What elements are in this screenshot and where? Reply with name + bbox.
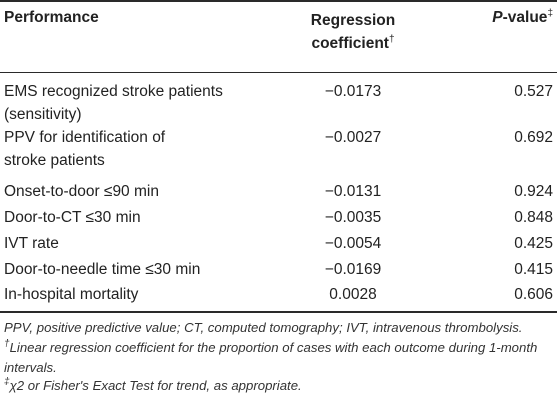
row-label-line1: PPV for identification of [4,129,166,146]
header-regression-line2: coefficient† [285,32,421,55]
header-p-value: P-value‡ [492,7,553,27]
row-p-value: 0.692 [514,129,553,146]
dagger-mark: † [388,33,395,45]
row-p-value: 0.527 [514,83,553,100]
row-p-value: 0.606 [514,286,553,303]
table-header-rule [0,72,557,73]
header-p-rest: -value [502,9,548,26]
row-p-value: 0.415 [514,261,553,278]
row-label: PPV for identification of stroke patient… [4,126,274,172]
row-coefficient: −0.0027 [324,129,382,146]
header-performance: Performance [4,9,99,26]
row-label-line2: (sensitivity) [4,106,82,123]
row-label: IVT rate [4,235,59,252]
header-regression-line1: Regression [310,12,396,29]
footnote-dagger-mark: † [4,338,10,350]
row-label: In-hospital mortality [4,286,139,303]
row-label: Onset-to-door ≤90 min [4,183,159,200]
header-p-italic: P [492,9,503,26]
row-label-line2: stroke patients [4,152,105,169]
row-coefficient: −0.0054 [324,235,382,252]
footnote-abbreviations: PPV, positive predictive value; CT, comp… [4,320,523,335]
row-label: EMS recognized stroke patients (sensitiv… [4,80,274,126]
row-label-line1: EMS recognized stroke patients [4,83,223,100]
header-regression-word: coefficient [311,35,389,52]
footnote-dagger-text: Linear regression coefficient for the pr… [4,340,538,375]
footnote-double-dagger: ‡χ2 or Fisher's Exact Test for trend, as… [4,376,554,396]
footnote-double-dagger-text: χ2 or Fisher's Exact Test for trend, as … [9,378,302,393]
table-top-rule [0,0,557,2]
row-p-value: 0.425 [514,235,553,252]
footnote-dagger: †Linear regression coefficient for the p… [4,338,554,378]
double-dagger-mark: ‡ [547,7,553,19]
table-bottom-rule [0,311,557,313]
row-p-value: 0.848 [514,209,553,226]
row-coefficient: −0.0131 [324,183,382,200]
row-label: Door-to-needle time ≤30 min [4,261,201,278]
row-p-value: 0.924 [514,183,553,200]
row-coefficient: −0.0173 [324,83,382,100]
row-coefficient: −0.0169 [324,261,382,278]
header-regression-coefficient: Regression coefficient† [285,9,421,55]
row-coefficient: 0.0028 [329,286,377,303]
footnote-double-dagger-mark: ‡ [4,376,10,388]
row-label: Door-to-CT ≤30 min [4,209,141,226]
row-coefficient: −0.0035 [324,209,382,226]
